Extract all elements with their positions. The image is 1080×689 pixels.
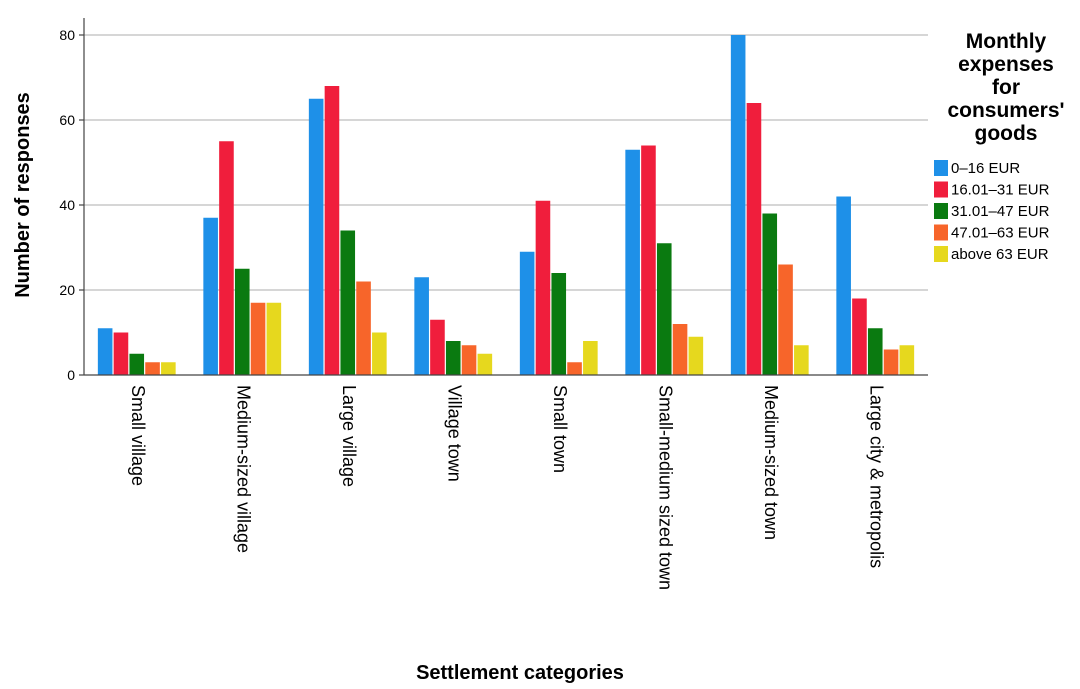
bar-2-4 xyxy=(372,333,387,376)
bar-4-0 xyxy=(520,252,535,375)
bar-6-0 xyxy=(731,35,746,375)
bar-5-4 xyxy=(689,337,704,375)
legend: Monthly expenses for consumers' goods 0–16 E… xyxy=(934,30,1065,263)
bar-1-3 xyxy=(251,303,266,375)
x-category-label-0: Small village xyxy=(128,385,148,486)
x-category-label-7: Large city & metropolis xyxy=(866,385,886,568)
legend-label-0: 0–16 EUR xyxy=(951,160,1020,177)
bar-7-4 xyxy=(900,345,915,375)
bar-6-1 xyxy=(747,103,762,375)
bar-7-1 xyxy=(852,299,867,376)
bar-7-0 xyxy=(836,197,851,376)
legend-title-line-3: consumers' xyxy=(947,99,1064,122)
bar-6-2 xyxy=(762,214,777,376)
y-tick-label-2: 40 xyxy=(59,197,75,213)
legend-title: Monthly expenses for consumers' goods xyxy=(947,30,1064,145)
bar-0-1 xyxy=(114,333,129,376)
bar-3-2 xyxy=(446,341,461,375)
x-category-label-6: Medium-sized town xyxy=(761,385,781,540)
legend-swatch-0 xyxy=(934,160,948,176)
legend-title-line-4: goods xyxy=(975,122,1038,145)
bar-6-4 xyxy=(794,345,809,375)
bar-0-2 xyxy=(129,354,144,375)
bar-0-0 xyxy=(98,328,113,375)
y-tick-label-0: 0 xyxy=(67,367,75,383)
bar-7-3 xyxy=(884,350,899,376)
bar-5-1 xyxy=(641,146,656,376)
legend-swatch-3 xyxy=(934,225,948,241)
x-category-label-3: Village town xyxy=(444,385,464,482)
legend-label-4: above 63 EUR xyxy=(951,246,1049,263)
bar-4-1 xyxy=(536,201,551,375)
legend-swatch-1 xyxy=(934,182,948,198)
bar-2-3 xyxy=(356,282,371,376)
bar-1-1 xyxy=(219,141,234,375)
bar-2-2 xyxy=(340,231,355,376)
legend-title-line-1: expenses xyxy=(958,53,1054,76)
bar-2-1 xyxy=(325,86,340,375)
bar-0-3 xyxy=(145,362,160,375)
x-category-label-2: Large village xyxy=(339,385,359,487)
bar-1-4 xyxy=(267,303,282,375)
x-category-label-5: Small-medium sized town xyxy=(655,385,675,590)
bar-4-2 xyxy=(551,273,566,375)
bar-6-3 xyxy=(778,265,793,376)
x-category-label-4: Small town xyxy=(550,385,570,473)
y-tick-label-3: 60 xyxy=(59,112,75,128)
y-axis-title: Number of responses xyxy=(12,92,34,298)
bar-5-2 xyxy=(657,243,672,375)
legend-label-2: 31.01–47 EUR xyxy=(951,203,1050,220)
legend-items: 0–16 EUR 16.01–31 EUR 31.01–47 EUR 47.01–63… xyxy=(934,160,1050,263)
bar-3-4 xyxy=(478,354,493,375)
x-category-label-1: Medium-sized village xyxy=(233,385,253,553)
legend-swatch-4 xyxy=(934,246,948,262)
bar-0-4 xyxy=(161,362,176,375)
bar-4-4 xyxy=(583,341,598,375)
bar-3-3 xyxy=(462,345,477,375)
y-tick-labels: 0 20 40 60 80 xyxy=(59,27,75,383)
bar-1-0 xyxy=(203,218,218,375)
bar-2-0 xyxy=(309,99,324,375)
legend-label-1: 16.01–31 EUR xyxy=(951,182,1050,199)
bar-3-0 xyxy=(414,277,429,375)
bar-4-3 xyxy=(567,362,582,375)
legend-swatch-2 xyxy=(934,203,948,219)
legend-title-line-2: for xyxy=(992,76,1020,99)
bar-3-1 xyxy=(430,320,445,375)
bar-5-0 xyxy=(625,150,640,375)
bar-5-3 xyxy=(673,324,688,375)
x-category-labels: Small village Medium-sized village Large v… xyxy=(128,385,887,590)
legend-title-line-0: Monthly xyxy=(966,30,1047,53)
x-axis-title: Settlement categories xyxy=(416,662,624,684)
y-tick-label-4: 80 xyxy=(59,27,75,43)
legend-label-3: 47.01–63 EUR xyxy=(951,225,1050,242)
bar-1-2 xyxy=(235,269,250,375)
bar-7-2 xyxy=(868,328,883,375)
y-tick-label-1: 20 xyxy=(59,282,75,298)
